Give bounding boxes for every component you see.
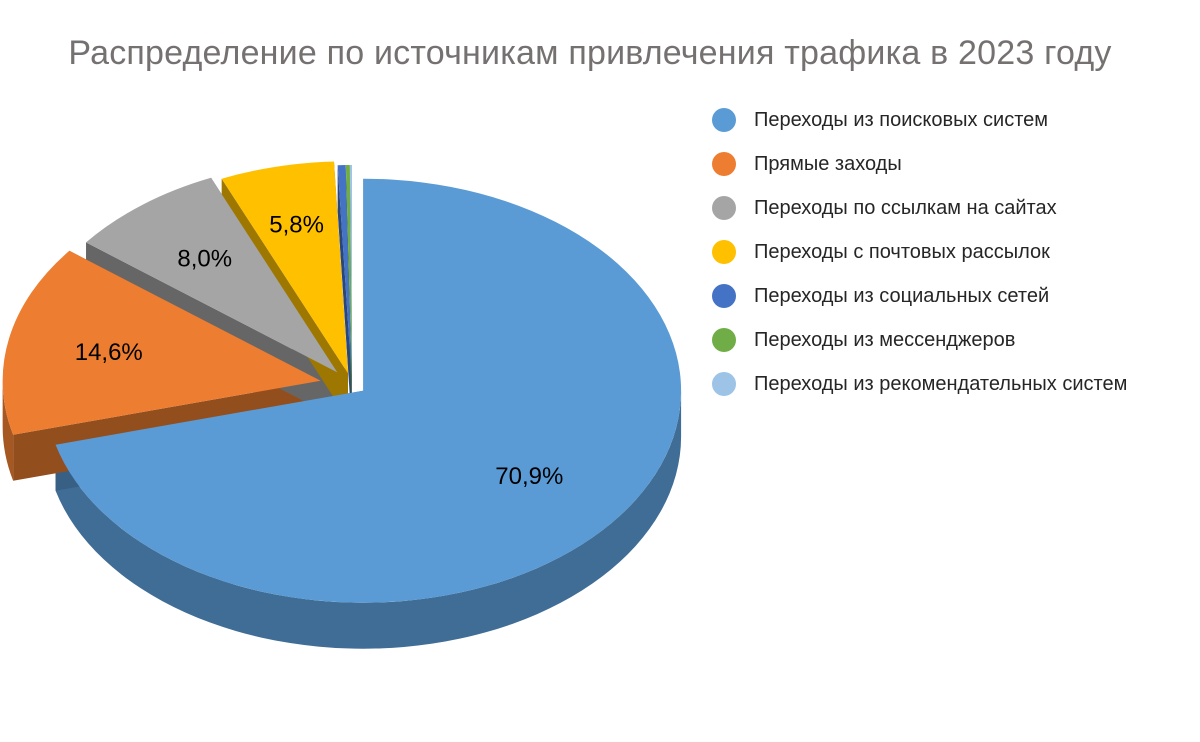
pie-slice-1 xyxy=(55,178,682,603)
legend-label: Переходы из социальных сетей xyxy=(754,284,1050,307)
legend-item: Переходы с почтовых рассылок xyxy=(712,230,1127,274)
legend-swatch xyxy=(712,284,736,308)
legend-item: Переходы из социальных сетей xyxy=(712,274,1127,318)
data-label-4: 5,8% xyxy=(269,212,324,239)
legend-label: Переходы из мессенджеров xyxy=(754,328,1016,351)
pie-slice-side-1 xyxy=(55,390,682,649)
pie-slice-6 xyxy=(345,165,352,378)
legend-item: Переходы из мессенджеров xyxy=(712,318,1127,362)
legend-item: Прямые заходы xyxy=(712,142,1127,186)
legend-swatch xyxy=(712,152,736,176)
pie-slice-4 xyxy=(221,161,348,374)
legend-item: Переходы из рекомендательных систем xyxy=(712,362,1127,406)
chart-title: Распределение по источникам привлечения … xyxy=(68,34,1112,72)
pie-slice-3 xyxy=(86,177,338,373)
data-label-1: 70,9% xyxy=(495,463,563,490)
legend: Переходы из поисковых систем Прямые заход… xyxy=(712,98,1127,406)
legend-swatch xyxy=(712,328,736,352)
legend-label: Переходы из поисковых систем xyxy=(754,108,1049,131)
data-label-2: 14,6% xyxy=(75,339,143,366)
pie-slice-edge-5-start xyxy=(337,165,352,424)
legend-swatch xyxy=(712,108,736,132)
legend-label: Переходы по ссылкам на сайтах xyxy=(754,196,1057,219)
legend-swatch xyxy=(712,240,736,264)
pie-slice-7 xyxy=(349,165,352,378)
legend-item: Переходы по ссылкам на сайтах xyxy=(712,186,1127,230)
pie-slice-side-2 xyxy=(2,380,14,481)
legend-label: Переходы с почтовых рассылок xyxy=(754,240,1050,263)
legend-swatch xyxy=(712,372,736,396)
pie-slice-5 xyxy=(337,165,352,378)
legend-label: Прямые заходы xyxy=(754,152,902,175)
legend-label: Переходы из рекомендательных систем xyxy=(754,372,1128,395)
legend-swatch xyxy=(712,196,736,220)
pie-slice-2 xyxy=(2,250,321,435)
legend-item: Переходы из поисковых систем xyxy=(712,98,1127,142)
data-label-3: 8,0% xyxy=(177,245,232,272)
